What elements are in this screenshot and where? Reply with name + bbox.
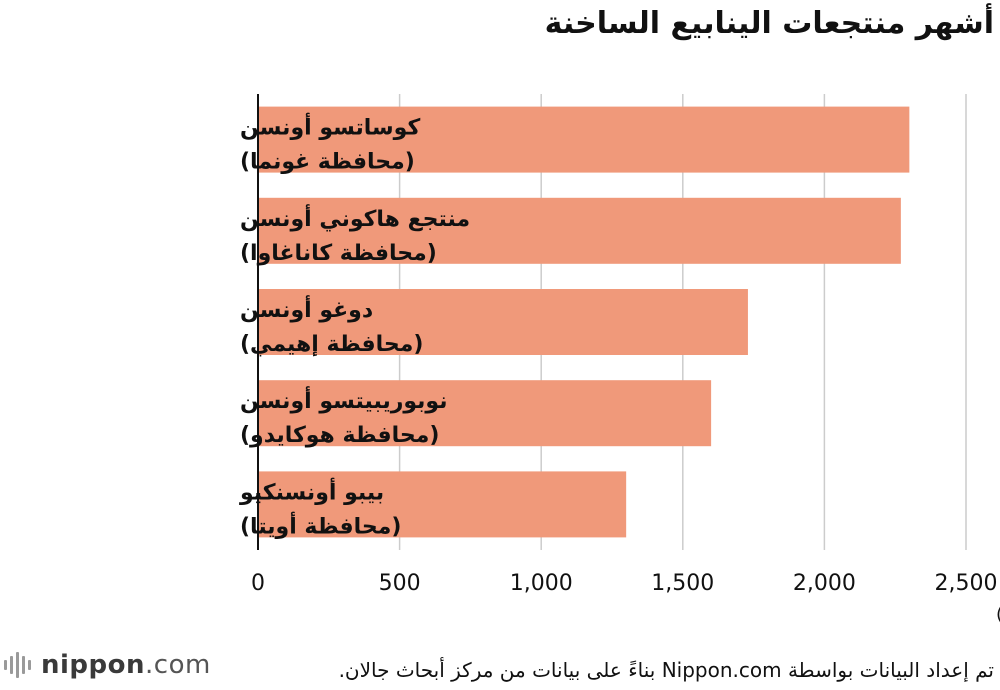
logo-text: nippon.com <box>41 650 211 680</box>
category-label-1-1: (محافظة كاناغاوا) <box>240 241 437 266</box>
category-label-1-0: منتجع هاكوني أونسن <box>240 203 470 232</box>
category-label-2-0: دوغو أونسن <box>240 294 373 323</box>
nippon-logo: nippon.com <box>4 650 211 680</box>
x-tick-label-5: 2,500 <box>935 571 998 596</box>
x-tick-label-0: 0 <box>251 571 265 596</box>
unit-label: (صوت) <box>996 604 1000 625</box>
x-tick-label-2: 1,000 <box>510 571 573 596</box>
bar-1 <box>258 197 901 264</box>
category-label-3-0: نوبوريبيتسو أونسن <box>240 385 447 414</box>
x-tick-label-1: 500 <box>379 571 421 596</box>
bar-2 <box>258 289 748 355</box>
bar-4 <box>258 471 627 538</box>
chart-title: أشهر منتجعات الينابيع الساخنة <box>544 6 994 41</box>
category-label-0-1: (محافظة غونما) <box>240 150 415 175</box>
category-label-0-0: كوساتسو أونسن <box>240 112 420 141</box>
category-label-2-1: (محافظة إهيمي) <box>240 332 423 357</box>
x-tick-label-4: 2,000 <box>793 571 856 596</box>
category-label-4-1: (محافظة أويتا) <box>240 510 401 539</box>
category-label-3-1: (محافظة هوكايدو) <box>240 423 439 448</box>
bar-3 <box>258 380 712 447</box>
logo-mark-icon <box>4 651 31 679</box>
bar-0 <box>258 106 910 173</box>
x-tick-label-3: 1,500 <box>651 571 714 596</box>
source-note: تم إعداد البيانات بواسطة Nippon.com بناء… <box>338 658 994 682</box>
category-label-4-0: بيبو أونسنكيو <box>239 476 384 505</box>
